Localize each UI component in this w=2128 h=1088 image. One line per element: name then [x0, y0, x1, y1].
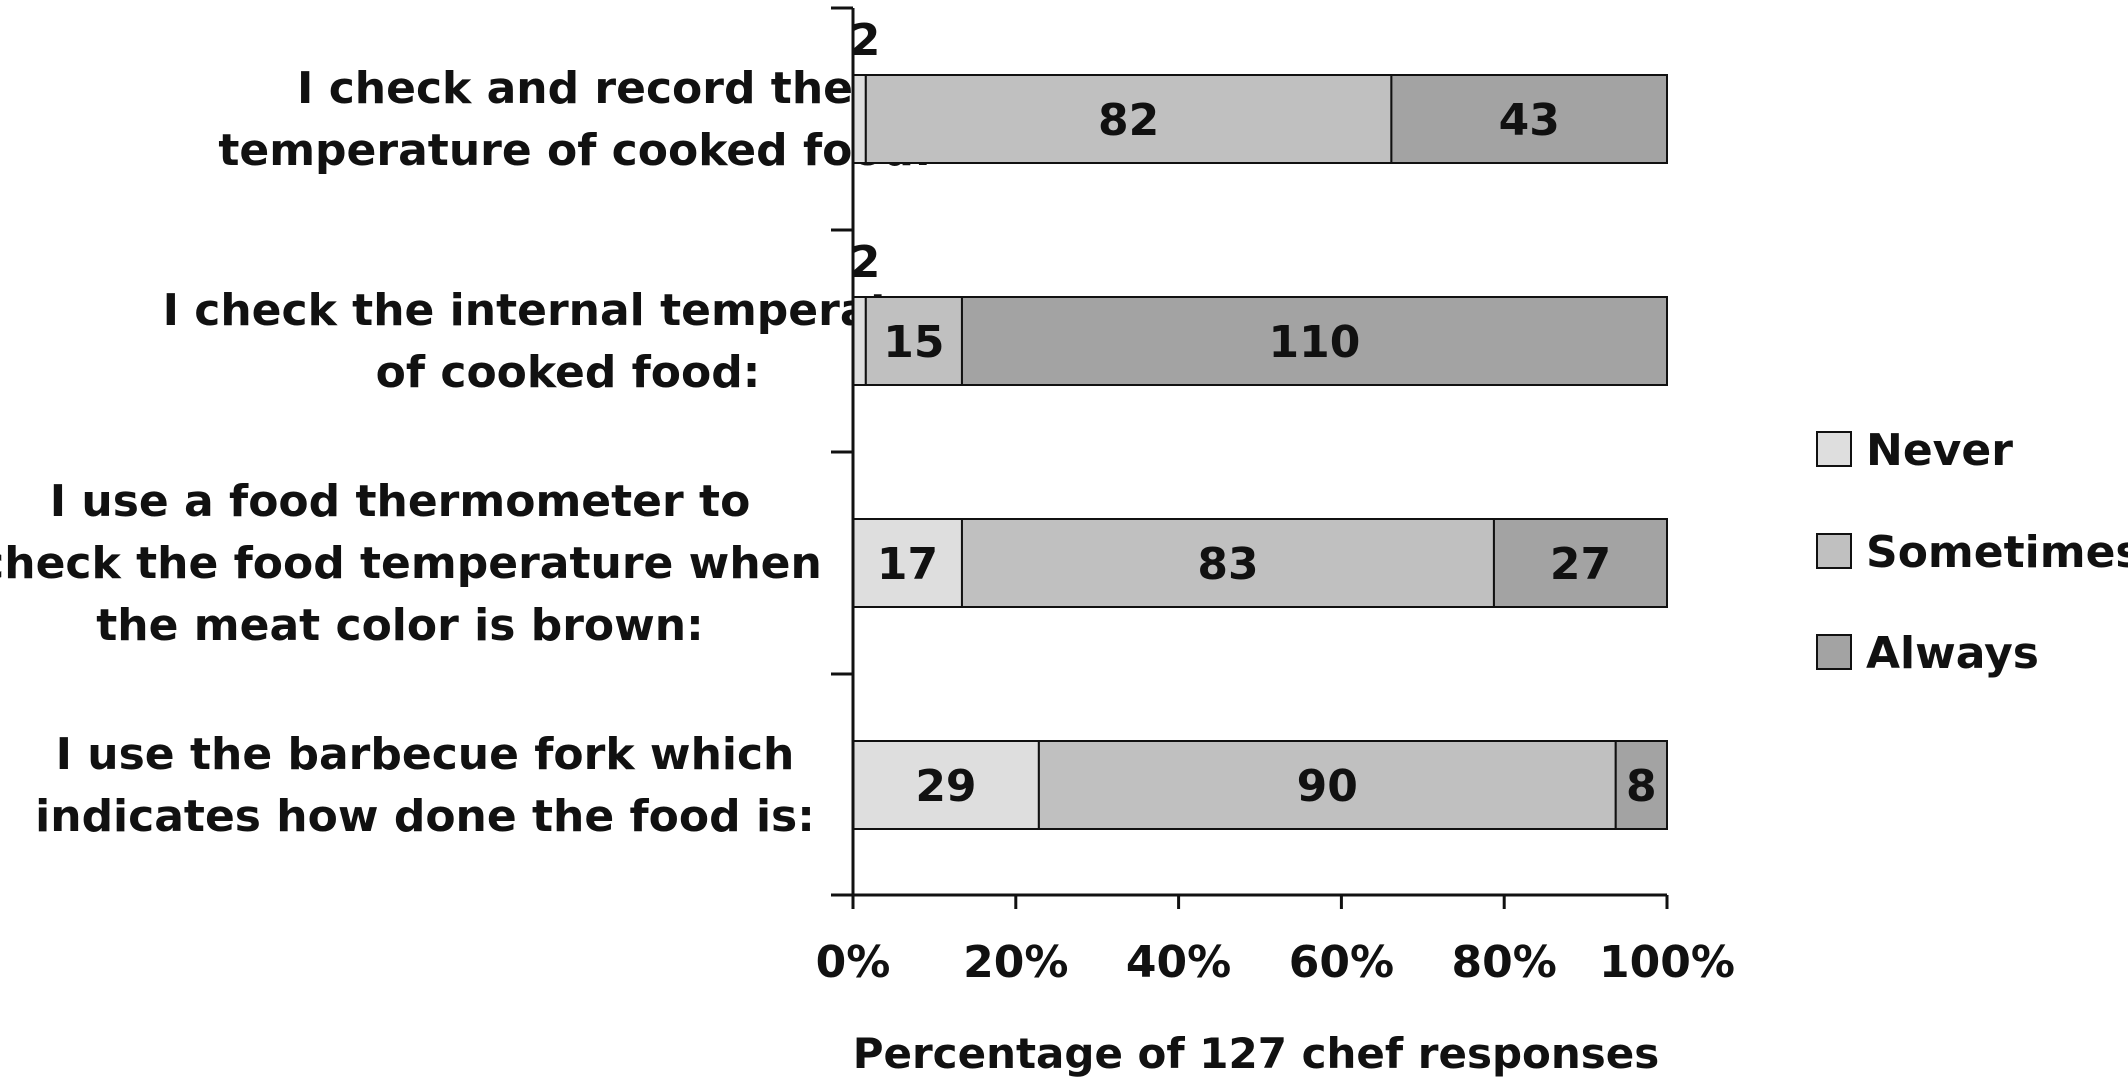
data-label: 43	[1499, 95, 1560, 146]
bar-segment-sometimes	[960, 518, 1495, 608]
category-label-line: I check the internal temperature	[163, 285, 974, 336]
data-label: 82	[1098, 95, 1159, 146]
bar-segment-never	[852, 518, 963, 608]
bar-segment-always	[1390, 74, 1668, 164]
bar-segment-always	[1492, 518, 1668, 608]
legend-label: Never	[1866, 425, 2013, 476]
x-tick-label: 60%	[1289, 937, 1394, 988]
category-labels: I check and record the temperature of coo…	[0, 63, 973, 842]
category-label: I check the internal temperature of cooke…	[163, 285, 974, 398]
category-label: I use a food thermometer to check the foo…	[0, 476, 822, 651]
legend-swatch-sometimes	[1816, 533, 1852, 569]
category-label-line: temperature of cooked food:	[218, 125, 931, 176]
legend-label: Sometimes	[1866, 527, 2128, 578]
category-label-line: indicates how done the food is:	[35, 791, 815, 842]
legend-swatch-always	[1816, 634, 1852, 670]
category-label-line: I use a food thermometer to	[50, 476, 751, 527]
bar-segment-sometimes	[864, 296, 963, 386]
data-label: 8	[1626, 761, 1657, 812]
x-axis: 0% 20% 40% 60% 80% 100%	[816, 6, 1735, 988]
bar-segment-always	[960, 296, 1668, 386]
data-label: 90	[1297, 761, 1358, 812]
category-label: I use the barbecue fork which indicates h…	[35, 729, 815, 842]
category-label-line: check the food temperature when	[0, 538, 822, 589]
data-label: 27	[1550, 539, 1611, 590]
x-tick-label: 40%	[1126, 937, 1231, 988]
x-tick-label: 20%	[963, 937, 1068, 988]
category-label-line: I use the barbecue fork which	[56, 729, 795, 780]
data-label: 2	[850, 15, 881, 66]
legend-swatch-never	[1816, 431, 1852, 467]
data-label: 29	[915, 761, 976, 812]
bar-segment-never	[852, 74, 867, 164]
x-tick-label: 80%	[1452, 937, 1557, 988]
bar-segment-sometimes	[1037, 740, 1617, 830]
category-label-line: of cooked food:	[376, 347, 761, 398]
category-label: I check and record the temperature of coo…	[218, 63, 931, 176]
x-tick-label: 0%	[816, 937, 891, 988]
data-label: 17	[877, 539, 938, 590]
data-label: 15	[883, 317, 944, 368]
data-label: 110	[1269, 317, 1361, 368]
data-label: 2	[850, 237, 881, 288]
bar-segment-always	[1614, 740, 1668, 830]
x-tick-label: 100%	[1599, 937, 1735, 988]
data-label: 83	[1197, 539, 1258, 590]
category-label-line: I check and record the	[297, 63, 853, 114]
category-label-line: the meat color is brown:	[96, 600, 703, 651]
x-axis-title: Percentage of 127 chef responses	[853, 1029, 1660, 1078]
legend: Never Sometimes Always	[1816, 425, 2128, 679]
bar-segment-never	[852, 296, 867, 386]
legend-label: Always	[1866, 628, 2039, 679]
